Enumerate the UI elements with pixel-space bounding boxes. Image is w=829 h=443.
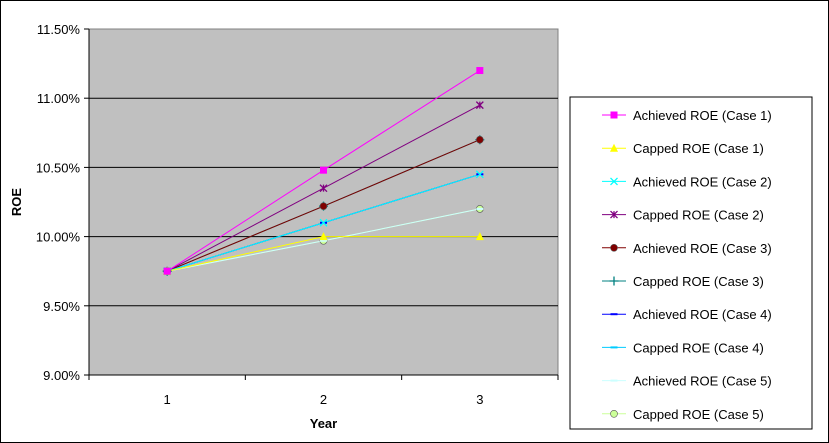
x-tick-label: 1 [164, 392, 171, 407]
data-point [476, 135, 484, 144]
legend-label: Capped ROE (Case 2) [633, 208, 764, 223]
data-point [319, 232, 328, 241]
legend-label: Achieved ROE (Case 5) [633, 374, 772, 389]
legend-item: Capped ROE (Case 1) [602, 141, 764, 156]
legend-item: Achieved ROE (Case 5) [602, 374, 772, 389]
data-point [476, 67, 484, 75]
legend-label: Capped ROE (Case 4) [633, 340, 764, 355]
legend-item: Achieved ROE (Case 4) [602, 307, 772, 322]
legend-label: Achieved ROE (Case 4) [633, 307, 772, 322]
legend [569, 96, 813, 430]
data-point [319, 184, 328, 193]
legend-item: Capped ROE (Case 4) [602, 340, 764, 355]
legend-label: Achieved ROE (Case 1) [633, 108, 772, 123]
data-point [320, 166, 327, 174]
legend-item: Capped ROE (Case 3) [602, 274, 764, 289]
x-tick-label: 3 [476, 392, 483, 407]
data-point [476, 207, 484, 210]
legend-marker [610, 177, 618, 186]
y-tick-label: 11.00% [37, 91, 81, 106]
legend-label: Achieved ROE (Case 2) [633, 174, 772, 189]
legend-item: Achieved ROE (Case 2) [602, 174, 772, 189]
legend-marker [610, 346, 618, 349]
legend-label: Achieved ROE (Case 3) [633, 241, 772, 256]
legend-item: Achieved ROE (Case 1) [602, 108, 772, 123]
y-tick-label: 9.50% [43, 299, 80, 314]
data-point [475, 170, 484, 179]
legend-label: Capped ROE (Case 3) [633, 274, 764, 289]
data-point [319, 202, 328, 210]
legend-marker [610, 111, 618, 119]
legend-marker [610, 244, 618, 252]
legend-marker [610, 210, 618, 219]
legend-marker [609, 276, 619, 286]
legend-marker [610, 313, 618, 316]
data-point [319, 218, 328, 227]
data-point [163, 267, 171, 275]
legend-label: Capped ROE (Case 5) [633, 407, 764, 422]
y-axis-title: ROE [9, 188, 24, 217]
legend-label: Capped ROE (Case 1) [633, 141, 764, 156]
y-tick-label: 11.50% [37, 22, 81, 37]
y-tick-label: 9.00% [43, 368, 80, 383]
y-tick-label: 10.00% [36, 230, 81, 245]
data-point [475, 232, 484, 241]
legend-marker [610, 143, 618, 152]
x-tick-label: 2 [320, 392, 327, 407]
legend-item: Capped ROE (Case 2) [602, 208, 764, 223]
data-point [320, 239, 327, 242]
legend-item: Capped ROE (Case 5) [602, 407, 764, 422]
y-tick-label: 10.50% [36, 160, 81, 175]
data-point [475, 101, 484, 110]
legend-marker [610, 409, 618, 418]
x-axis-title: Year [310, 416, 337, 431]
legend-item: Achieved ROE (Case 3) [602, 241, 772, 256]
legend-marker [610, 379, 618, 382]
